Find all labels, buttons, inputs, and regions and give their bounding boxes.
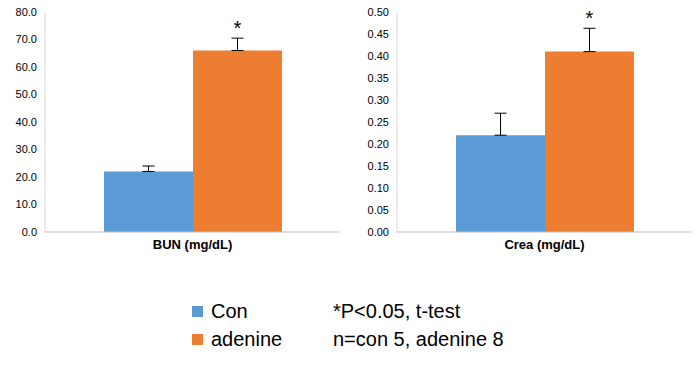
svg-text:0.35: 0.35 [368, 72, 389, 84]
html-text:Con: Con [211, 299, 248, 322]
svg-text:0.15: 0.15 [368, 160, 389, 172]
svg-text:70.0: 70.0 [16, 33, 37, 45]
svg-text:Crea (mg/dL): Crea (mg/dL) [504, 237, 584, 252]
svg-text:40.0: 40.0 [16, 116, 37, 128]
svg-text:30.0: 30.0 [16, 143, 37, 155]
svg-text:0.30: 0.30 [368, 94, 389, 106]
html-text:n=con 5, adenine 8: n=con 5, adenine 8 [333, 327, 504, 350]
svg-text:80.0: 80.0 [16, 6, 37, 18]
svg-text:*: * [234, 17, 242, 39]
svg-text:0.0: 0.0 [22, 226, 37, 238]
svg-text:0.25: 0.25 [368, 116, 389, 128]
svg-text:10.0: 10.0 [16, 198, 37, 210]
svg-text:0.20: 0.20 [368, 138, 389, 150]
svg-text:*: * [586, 7, 594, 29]
svg-text:50.0: 50.0 [16, 88, 37, 100]
html-text:*P<0.05, t-test: *P<0.05, t-test [333, 299, 461, 322]
svg-text:20.0: 20.0 [16, 171, 37, 183]
svg-text:0.10: 0.10 [368, 182, 389, 194]
svg-text:0.40: 0.40 [368, 50, 389, 62]
svg-text:60.0: 60.0 [16, 61, 37, 73]
svg-text:0.05: 0.05 [368, 204, 389, 216]
svg-text:0.45: 0.45 [368, 28, 389, 40]
svg-text:0.00: 0.00 [368, 226, 389, 238]
html-text:adenine: adenine [211, 327, 283, 350]
svg-text:BUN (mg/dL): BUN (mg/dL) [153, 237, 232, 252]
svg-text:0.50: 0.50 [368, 6, 389, 18]
